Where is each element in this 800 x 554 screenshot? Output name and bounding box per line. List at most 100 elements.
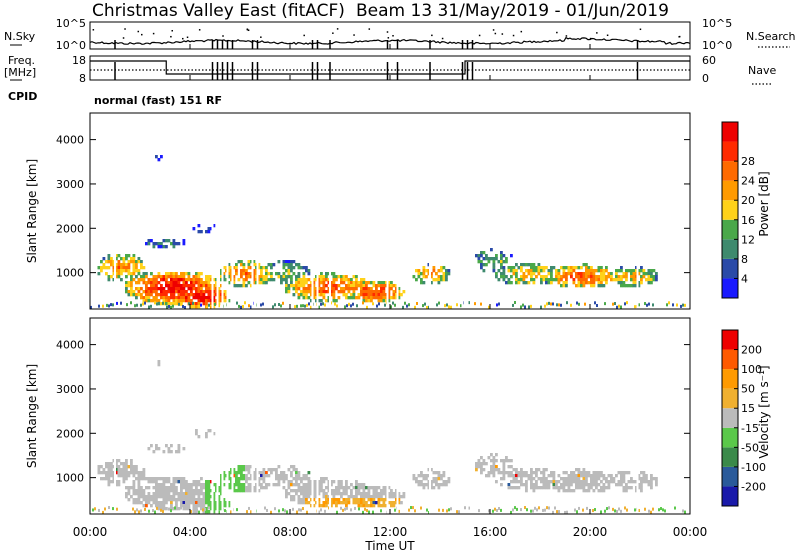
heat-cell bbox=[417, 483, 421, 487]
heat-cell bbox=[352, 495, 356, 499]
heat-cell bbox=[220, 275, 223, 279]
heat-cell bbox=[522, 471, 526, 475]
heat-cell bbox=[167, 492, 171, 496]
heat-cell bbox=[215, 278, 218, 282]
heat-cell bbox=[367, 489, 371, 493]
heat-cell bbox=[327, 486, 331, 490]
heat-cell bbox=[545, 468, 548, 472]
heat-cell bbox=[155, 299, 158, 303]
ground-scatter-cell bbox=[160, 508, 162, 512]
heat-cell bbox=[350, 492, 353, 496]
heat-cell bbox=[247, 263, 251, 267]
ground-scatter-cell bbox=[130, 301, 132, 305]
heat-cell bbox=[592, 489, 596, 493]
heat-cell bbox=[127, 465, 131, 469]
ground-scatter-cell bbox=[492, 509, 494, 513]
heat-cell bbox=[525, 281, 528, 285]
heat-cell bbox=[355, 275, 358, 279]
heat-cell bbox=[212, 510, 216, 514]
heat-cell bbox=[215, 486, 218, 490]
heat-cell bbox=[110, 462, 113, 466]
heat-cell bbox=[117, 480, 121, 484]
heat-cell bbox=[182, 272, 186, 276]
heat-cell bbox=[312, 489, 316, 493]
heat-cell bbox=[155, 447, 158, 451]
heat-cell bbox=[307, 483, 311, 487]
ground-scatter-cell bbox=[372, 302, 374, 306]
heat-cell bbox=[510, 266, 513, 270]
heat-cell bbox=[210, 489, 213, 493]
heat-cell bbox=[262, 281, 266, 285]
heat-cell bbox=[422, 275, 426, 279]
heat-cell bbox=[135, 281, 138, 285]
heat-cell bbox=[177, 477, 181, 481]
heat-cell bbox=[632, 480, 636, 484]
heat-cell bbox=[317, 287, 321, 291]
heat-cell bbox=[342, 293, 346, 297]
heat-cell bbox=[172, 287, 176, 291]
heat-cell bbox=[210, 501, 213, 505]
heat-cell bbox=[165, 281, 168, 285]
heat-cell bbox=[510, 254, 513, 258]
heat-cell bbox=[137, 260, 141, 264]
heat-cell bbox=[175, 275, 178, 279]
heat-cell bbox=[432, 486, 436, 490]
heat-cell bbox=[295, 492, 298, 496]
heat-cell bbox=[620, 474, 623, 478]
heat-cell bbox=[575, 480, 578, 484]
heat-cell bbox=[210, 284, 213, 288]
heat-cell bbox=[165, 492, 168, 496]
heat-cell bbox=[297, 489, 301, 493]
heat-cell bbox=[512, 269, 516, 273]
ground-scatter-cell bbox=[340, 506, 342, 510]
heat-cell bbox=[640, 281, 643, 285]
heat-cell bbox=[120, 471, 123, 475]
ground-scatter-cell bbox=[586, 506, 588, 510]
heat-cell bbox=[260, 471, 263, 475]
heat-cell bbox=[602, 489, 606, 493]
heat-cell bbox=[180, 501, 183, 505]
heat-cell bbox=[310, 489, 313, 493]
heat-cell bbox=[295, 263, 298, 267]
heat-cell bbox=[122, 471, 126, 475]
heat-cell bbox=[285, 275, 288, 279]
heat-cell bbox=[382, 281, 386, 285]
heat-cell bbox=[512, 486, 516, 490]
heat-cell bbox=[290, 495, 293, 499]
heat-cell bbox=[497, 468, 501, 472]
heat-cell bbox=[187, 483, 191, 487]
nsearch-point bbox=[392, 35, 394, 37]
heat-cell bbox=[365, 486, 368, 490]
heat-cell bbox=[502, 275, 506, 279]
heat-cell bbox=[175, 287, 178, 291]
heat-cell bbox=[377, 293, 381, 297]
heat-cell bbox=[572, 474, 576, 478]
heat-cell bbox=[132, 468, 136, 472]
heat-cell bbox=[132, 290, 136, 294]
heat-cell bbox=[182, 492, 186, 496]
heat-cell bbox=[205, 486, 208, 490]
ground-scatter-cell bbox=[676, 303, 678, 307]
heat-cell bbox=[152, 480, 156, 484]
heat-cell bbox=[397, 501, 401, 505]
ground-scatter-cell bbox=[380, 509, 382, 513]
heat-cell bbox=[285, 281, 288, 285]
heat-cell bbox=[342, 501, 346, 505]
heat-cell bbox=[227, 486, 231, 490]
heat-cell bbox=[507, 459, 511, 463]
heat-cell bbox=[102, 471, 106, 475]
heat-cell bbox=[125, 459, 128, 463]
heat-cell bbox=[345, 275, 348, 279]
heat-cell bbox=[337, 489, 341, 493]
heat-cell bbox=[125, 495, 128, 499]
power-colorbar-label: Power [dB] bbox=[757, 171, 771, 236]
ground-scatter-cell bbox=[618, 507, 620, 511]
nsearch-point bbox=[353, 34, 355, 36]
heat-cell bbox=[412, 477, 416, 481]
ground-scatter-cell bbox=[538, 506, 540, 510]
heat-cell bbox=[205, 480, 208, 484]
heat-cell bbox=[425, 477, 428, 481]
heat-cell bbox=[267, 468, 271, 472]
heat-cell bbox=[530, 272, 533, 276]
